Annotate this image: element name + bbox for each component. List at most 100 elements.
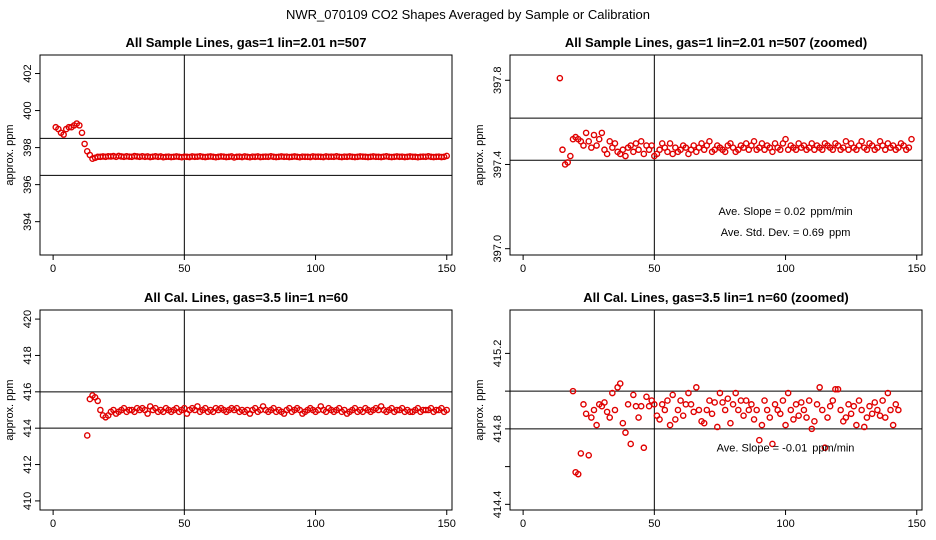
y-tick-label: 414.4 bbox=[492, 491, 504, 519]
data-point bbox=[784, 389, 792, 397]
annotation-p2-std: Ave. Std. Dev. = 0.69 ppm bbox=[721, 227, 851, 239]
data-point bbox=[748, 401, 755, 408]
data-point bbox=[750, 416, 758, 423]
data-point bbox=[700, 419, 708, 427]
data-point bbox=[779, 397, 787, 404]
x-tick-label: 150 bbox=[908, 518, 926, 530]
panel-title: All Cal. Lines, gas=3.5 lin=1 n=60 (zoom… bbox=[583, 290, 849, 305]
data-point bbox=[648, 142, 656, 149]
data-point bbox=[860, 423, 868, 431]
data-point bbox=[842, 138, 850, 145]
data-point bbox=[593, 142, 600, 149]
y-axis-label: approx. ppm bbox=[4, 124, 16, 185]
data-point bbox=[782, 421, 789, 429]
data-point bbox=[144, 410, 151, 417]
data-point bbox=[627, 142, 635, 149]
data-point bbox=[895, 406, 902, 414]
data-point bbox=[818, 146, 826, 154]
data-point bbox=[889, 421, 897, 429]
data-point bbox=[874, 144, 881, 151]
data-point bbox=[658, 401, 666, 408]
data-point bbox=[679, 412, 687, 419]
y-tick-label: 412 bbox=[22, 455, 34, 473]
data-point bbox=[588, 414, 595, 421]
data-point bbox=[790, 416, 797, 423]
annotation-unit: ppm bbox=[829, 227, 850, 239]
data-point bbox=[811, 418, 818, 425]
annotation-label: Ave. Slope = bbox=[717, 443, 783, 455]
data-point bbox=[792, 401, 800, 408]
data-point bbox=[719, 399, 726, 406]
data-point bbox=[627, 440, 635, 448]
data-point bbox=[863, 146, 871, 154]
annotation-label: Ave. Slope = bbox=[718, 206, 784, 218]
y-tick-label: 418 bbox=[22, 346, 34, 364]
data-point bbox=[803, 414, 810, 421]
data-point bbox=[829, 146, 837, 154]
data-point bbox=[661, 406, 669, 414]
plot-frame bbox=[39, 309, 453, 511]
y-tick-label: 414 bbox=[22, 419, 34, 437]
x-tick-label: 0 bbox=[50, 518, 56, 530]
data-point bbox=[590, 131, 598, 139]
x-tick-label: 50 bbox=[178, 518, 190, 530]
data-point bbox=[97, 406, 104, 414]
data-point bbox=[580, 401, 587, 408]
data-point bbox=[643, 393, 650, 401]
panel-title: All Cal. Lines, gas=3.5 lin=1 n=60 bbox=[144, 290, 348, 305]
data-point bbox=[682, 401, 690, 408]
panels: All Sample Lines, gas=1 lin=2.01 n=507 0 5… bbox=[4, 35, 926, 530]
data-point bbox=[677, 397, 684, 404]
data-point bbox=[729, 401, 737, 408]
data-point bbox=[595, 135, 603, 143]
data-point bbox=[737, 397, 745, 404]
data-point bbox=[724, 395, 732, 402]
data-point bbox=[706, 138, 713, 145]
data-point bbox=[622, 429, 629, 436]
data-point bbox=[630, 148, 637, 156]
data-point bbox=[758, 140, 766, 147]
data-point bbox=[624, 401, 632, 408]
data-point bbox=[585, 451, 593, 459]
data-point bbox=[669, 391, 677, 399]
data-point bbox=[805, 397, 813, 404]
panel-p1: All Sample Lines, gas=1 lin=2.01 n=507 0 5… bbox=[4, 35, 456, 275]
data-point bbox=[824, 414, 831, 421]
data-point bbox=[881, 414, 889, 421]
annotation-unit: ppm/min bbox=[812, 443, 854, 455]
data-point bbox=[690, 408, 697, 416]
data-point bbox=[81, 140, 88, 148]
data-point bbox=[585, 138, 593, 145]
data-point bbox=[645, 402, 653, 410]
x-tick-label: 150 bbox=[438, 518, 456, 530]
data-point bbox=[603, 408, 611, 416]
data-point bbox=[616, 380, 624, 387]
data-point bbox=[776, 146, 784, 154]
data-point bbox=[821, 444, 829, 452]
data-point bbox=[690, 142, 697, 149]
data-point bbox=[808, 140, 816, 147]
data-point bbox=[640, 150, 648, 158]
data-point bbox=[818, 406, 826, 414]
data-point bbox=[847, 410, 855, 418]
data-point bbox=[758, 421, 766, 429]
data-point bbox=[742, 140, 750, 147]
data-point bbox=[800, 406, 808, 414]
data-point bbox=[640, 444, 648, 452]
data-point bbox=[685, 389, 692, 397]
data-point bbox=[832, 385, 839, 393]
data-point bbox=[687, 401, 695, 408]
data-point bbox=[792, 146, 800, 154]
x-tick-label: 100 bbox=[776, 263, 794, 275]
data-point bbox=[732, 389, 739, 397]
y-tick-label: 397.4 bbox=[492, 151, 504, 179]
data-point bbox=[750, 138, 758, 145]
annotation-unit: ppm/min bbox=[810, 206, 852, 218]
y-tick-label: 397.0 bbox=[492, 235, 504, 263]
data-point bbox=[609, 389, 616, 397]
data-point bbox=[858, 138, 865, 145]
data-point bbox=[871, 399, 879, 406]
data-point bbox=[711, 399, 718, 406]
x-tick-label: 100 bbox=[776, 518, 794, 530]
